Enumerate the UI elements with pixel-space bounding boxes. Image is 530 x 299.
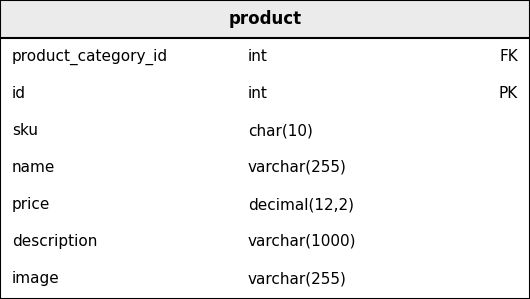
Text: id: id: [12, 86, 26, 101]
Text: decimal(12,2): decimal(12,2): [248, 197, 354, 212]
Text: FK: FK: [499, 49, 518, 64]
Bar: [0, 0, 530, 38]
Text: int: int: [248, 49, 268, 64]
Text: sku: sku: [12, 123, 38, 138]
Text: varchar(255): varchar(255): [248, 271, 347, 286]
Text: PK: PK: [499, 86, 518, 101]
Text: varchar(255): varchar(255): [248, 160, 347, 175]
Text: int: int: [248, 86, 268, 101]
Text: product: product: [228, 10, 302, 28]
Text: description: description: [12, 234, 98, 249]
Text: price: price: [12, 197, 50, 212]
Text: varchar(1000): varchar(1000): [248, 234, 357, 249]
Text: image: image: [12, 271, 60, 286]
Text: name: name: [12, 160, 55, 175]
Text: char(10): char(10): [248, 123, 313, 138]
Text: product_category_id: product_category_id: [12, 48, 168, 65]
